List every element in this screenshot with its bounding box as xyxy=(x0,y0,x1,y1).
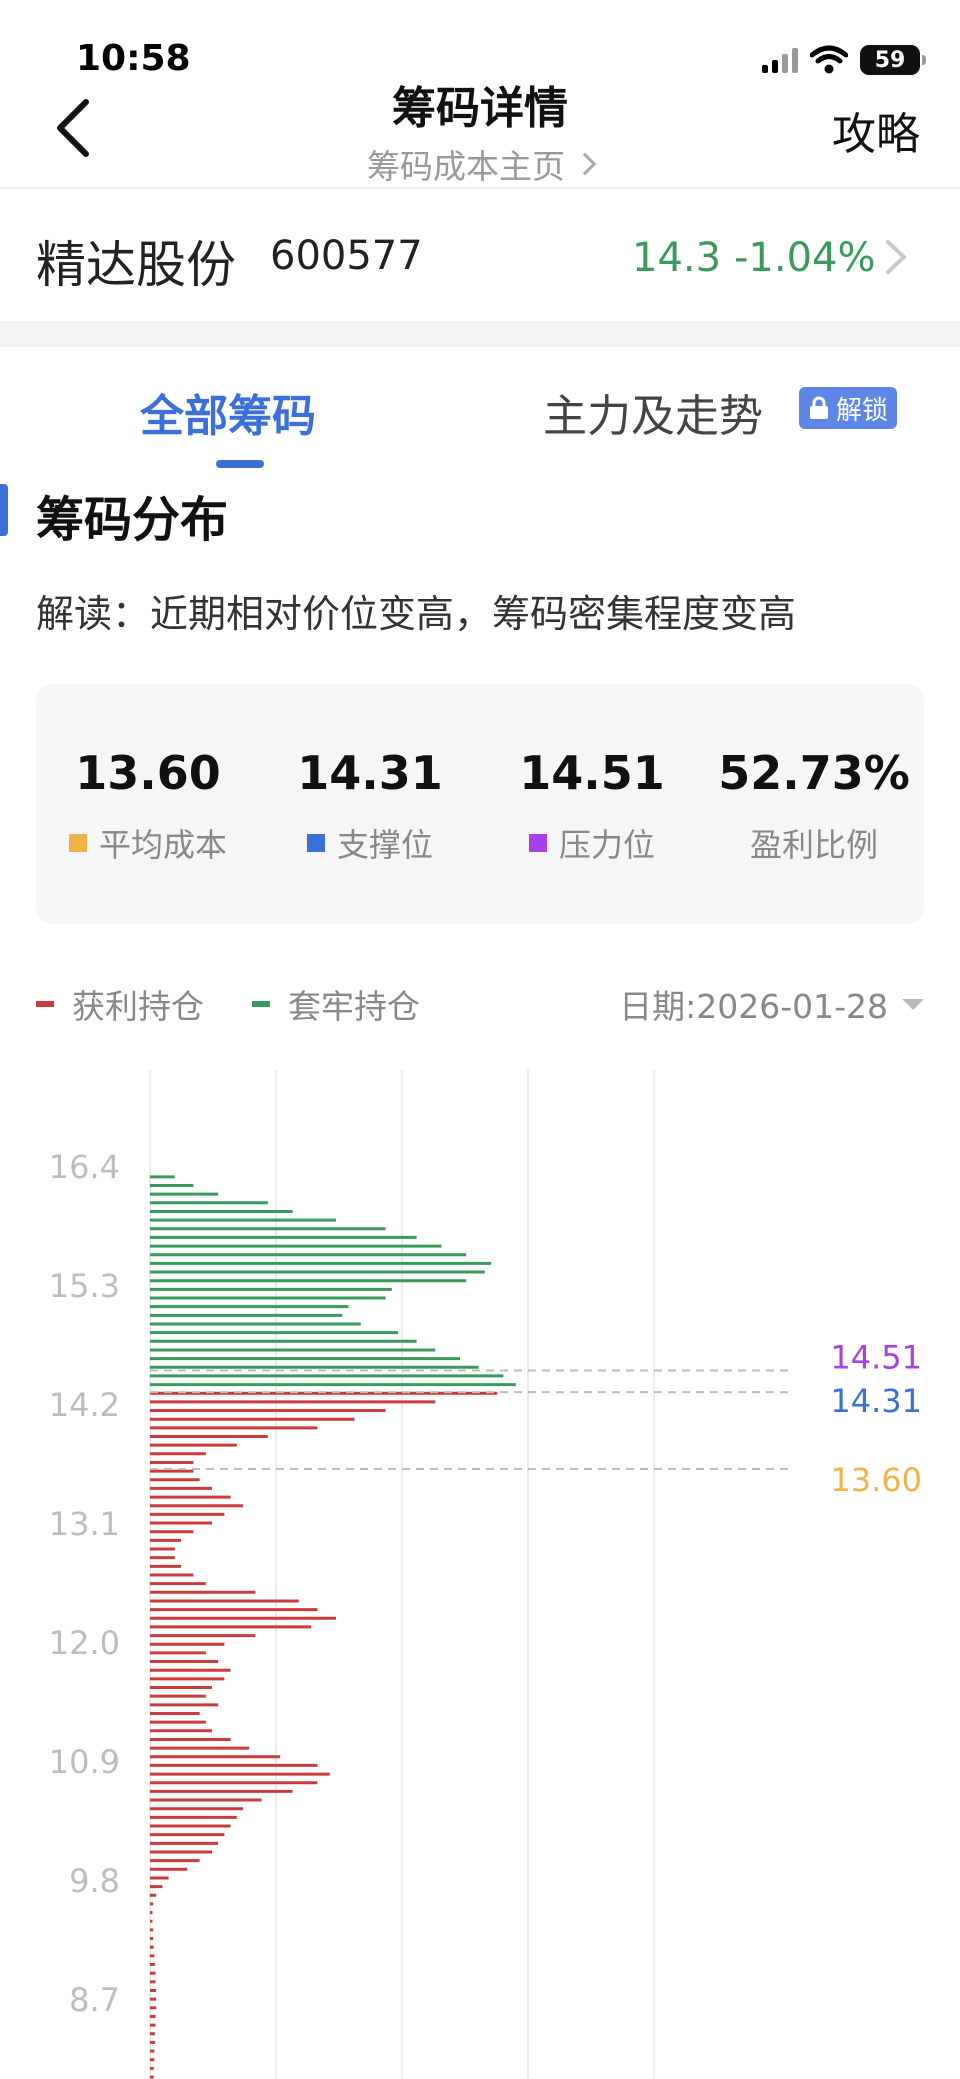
y-tick-label: 10.9 xyxy=(49,1743,120,1781)
average-cost-dot xyxy=(68,834,87,852)
stock-price: 14.3 xyxy=(632,235,722,281)
tab-main-force-trend[interactable]: 主力及走势 xyxy=(543,391,763,442)
support-dot xyxy=(306,834,325,852)
stat-average-cost: 13.60 平均成本 xyxy=(38,746,258,866)
section-title: 筹码分布 xyxy=(36,492,229,548)
legend-trapped-swatch xyxy=(252,1001,270,1007)
stat-support: 14.31 支撑位 xyxy=(260,746,480,866)
unlock-label: 解锁 xyxy=(835,395,888,426)
caret-down-icon xyxy=(902,998,924,1010)
chevron-right-icon xyxy=(886,240,907,274)
active-tab-indicator xyxy=(216,460,264,468)
section-gap xyxy=(0,321,960,347)
signal-icon xyxy=(762,47,798,73)
stats-card: 13.60 平均成本 14.31 支撑位 14.51 压力位 52.73% 盈利… xyxy=(36,684,924,924)
date-selector[interactable]: 日期:2026-01-28 xyxy=(619,980,924,1028)
y-tick-label: 12.0 xyxy=(49,1624,120,1662)
status-icons: 59 xyxy=(762,42,926,78)
stat-profit-ratio: 52.73% 盈利比例 xyxy=(704,746,924,866)
reference-label: 13.60 xyxy=(830,1461,922,1499)
average-cost-value: 13.60 xyxy=(75,746,221,800)
chip-cost-home-link[interactable]: 筹码成本主页 xyxy=(0,140,960,188)
date-label: 日期:2026-01-28 xyxy=(619,987,888,1026)
y-tick-label: 15.3 xyxy=(49,1267,120,1305)
chip-cost-home-label: 筹码成本主页 xyxy=(367,147,565,186)
unlock-badge[interactable]: 解锁 xyxy=(799,387,897,429)
back-arrow-icon[interactable] xyxy=(50,96,96,160)
stock-code: 600577 xyxy=(270,233,423,279)
pressure-label: 压力位 xyxy=(558,826,655,864)
legend-trapped: 套牢持仓 xyxy=(252,980,420,1028)
average-cost-label: 平均成本 xyxy=(98,826,227,864)
page-title: 筹码详情 xyxy=(392,83,568,134)
section-accent-bar xyxy=(0,484,8,536)
y-tick-label: 8.7 xyxy=(69,1981,120,2019)
legend-trapped-label: 套牢持仓 xyxy=(288,987,420,1026)
interpretation-text: 解读：近期相对价位变高，筹码密集程度变高 xyxy=(36,592,797,636)
status-time: 10:58 xyxy=(76,38,191,79)
wifi-icon xyxy=(810,45,848,74)
reference-label: 14.51 xyxy=(830,1338,922,1376)
pressure-value: 14.51 xyxy=(519,746,665,800)
tab-all-chips[interactable]: 全部筹码 xyxy=(140,391,316,442)
profit-ratio-label: 盈利比例 xyxy=(749,826,878,864)
y-tick-label: 14.2 xyxy=(49,1386,120,1424)
support-value: 14.31 xyxy=(297,746,443,800)
y-tick-label: 13.1 xyxy=(49,1505,120,1543)
y-tick-label: 9.8 xyxy=(69,1862,120,1900)
strategy-button[interactable]: 攻略 xyxy=(832,109,920,160)
legend-profit-label: 获利持仓 xyxy=(72,987,204,1026)
stock-summary-row[interactable]: 精达股份 600577 14.3 -1.04% xyxy=(0,189,960,321)
battery-icon: 59 xyxy=(860,45,926,75)
stock-change: -1.04% xyxy=(734,235,876,281)
y-tick-label: 16.4 xyxy=(49,1148,120,1186)
legend-profit: 获利持仓 xyxy=(36,980,204,1028)
pressure-dot xyxy=(528,834,547,852)
profit-ratio-value: 52.73% xyxy=(718,746,910,800)
stock-name: 精达股份 xyxy=(36,236,236,294)
chevron-right-icon xyxy=(573,152,597,176)
lock-icon xyxy=(809,396,828,419)
legend-profit-swatch xyxy=(36,1001,54,1007)
chip-distribution-chart: 16.4 15.3 14.2 13.1 12.0 10.9 9.8 8.7 14.51 14.31… xyxy=(49,1070,922,2079)
reference-label: 14.31 xyxy=(830,1382,922,1420)
nav-divider xyxy=(0,187,960,189)
support-label: 支撑位 xyxy=(336,826,433,864)
stat-pressure: 14.51 压力位 xyxy=(482,746,702,866)
